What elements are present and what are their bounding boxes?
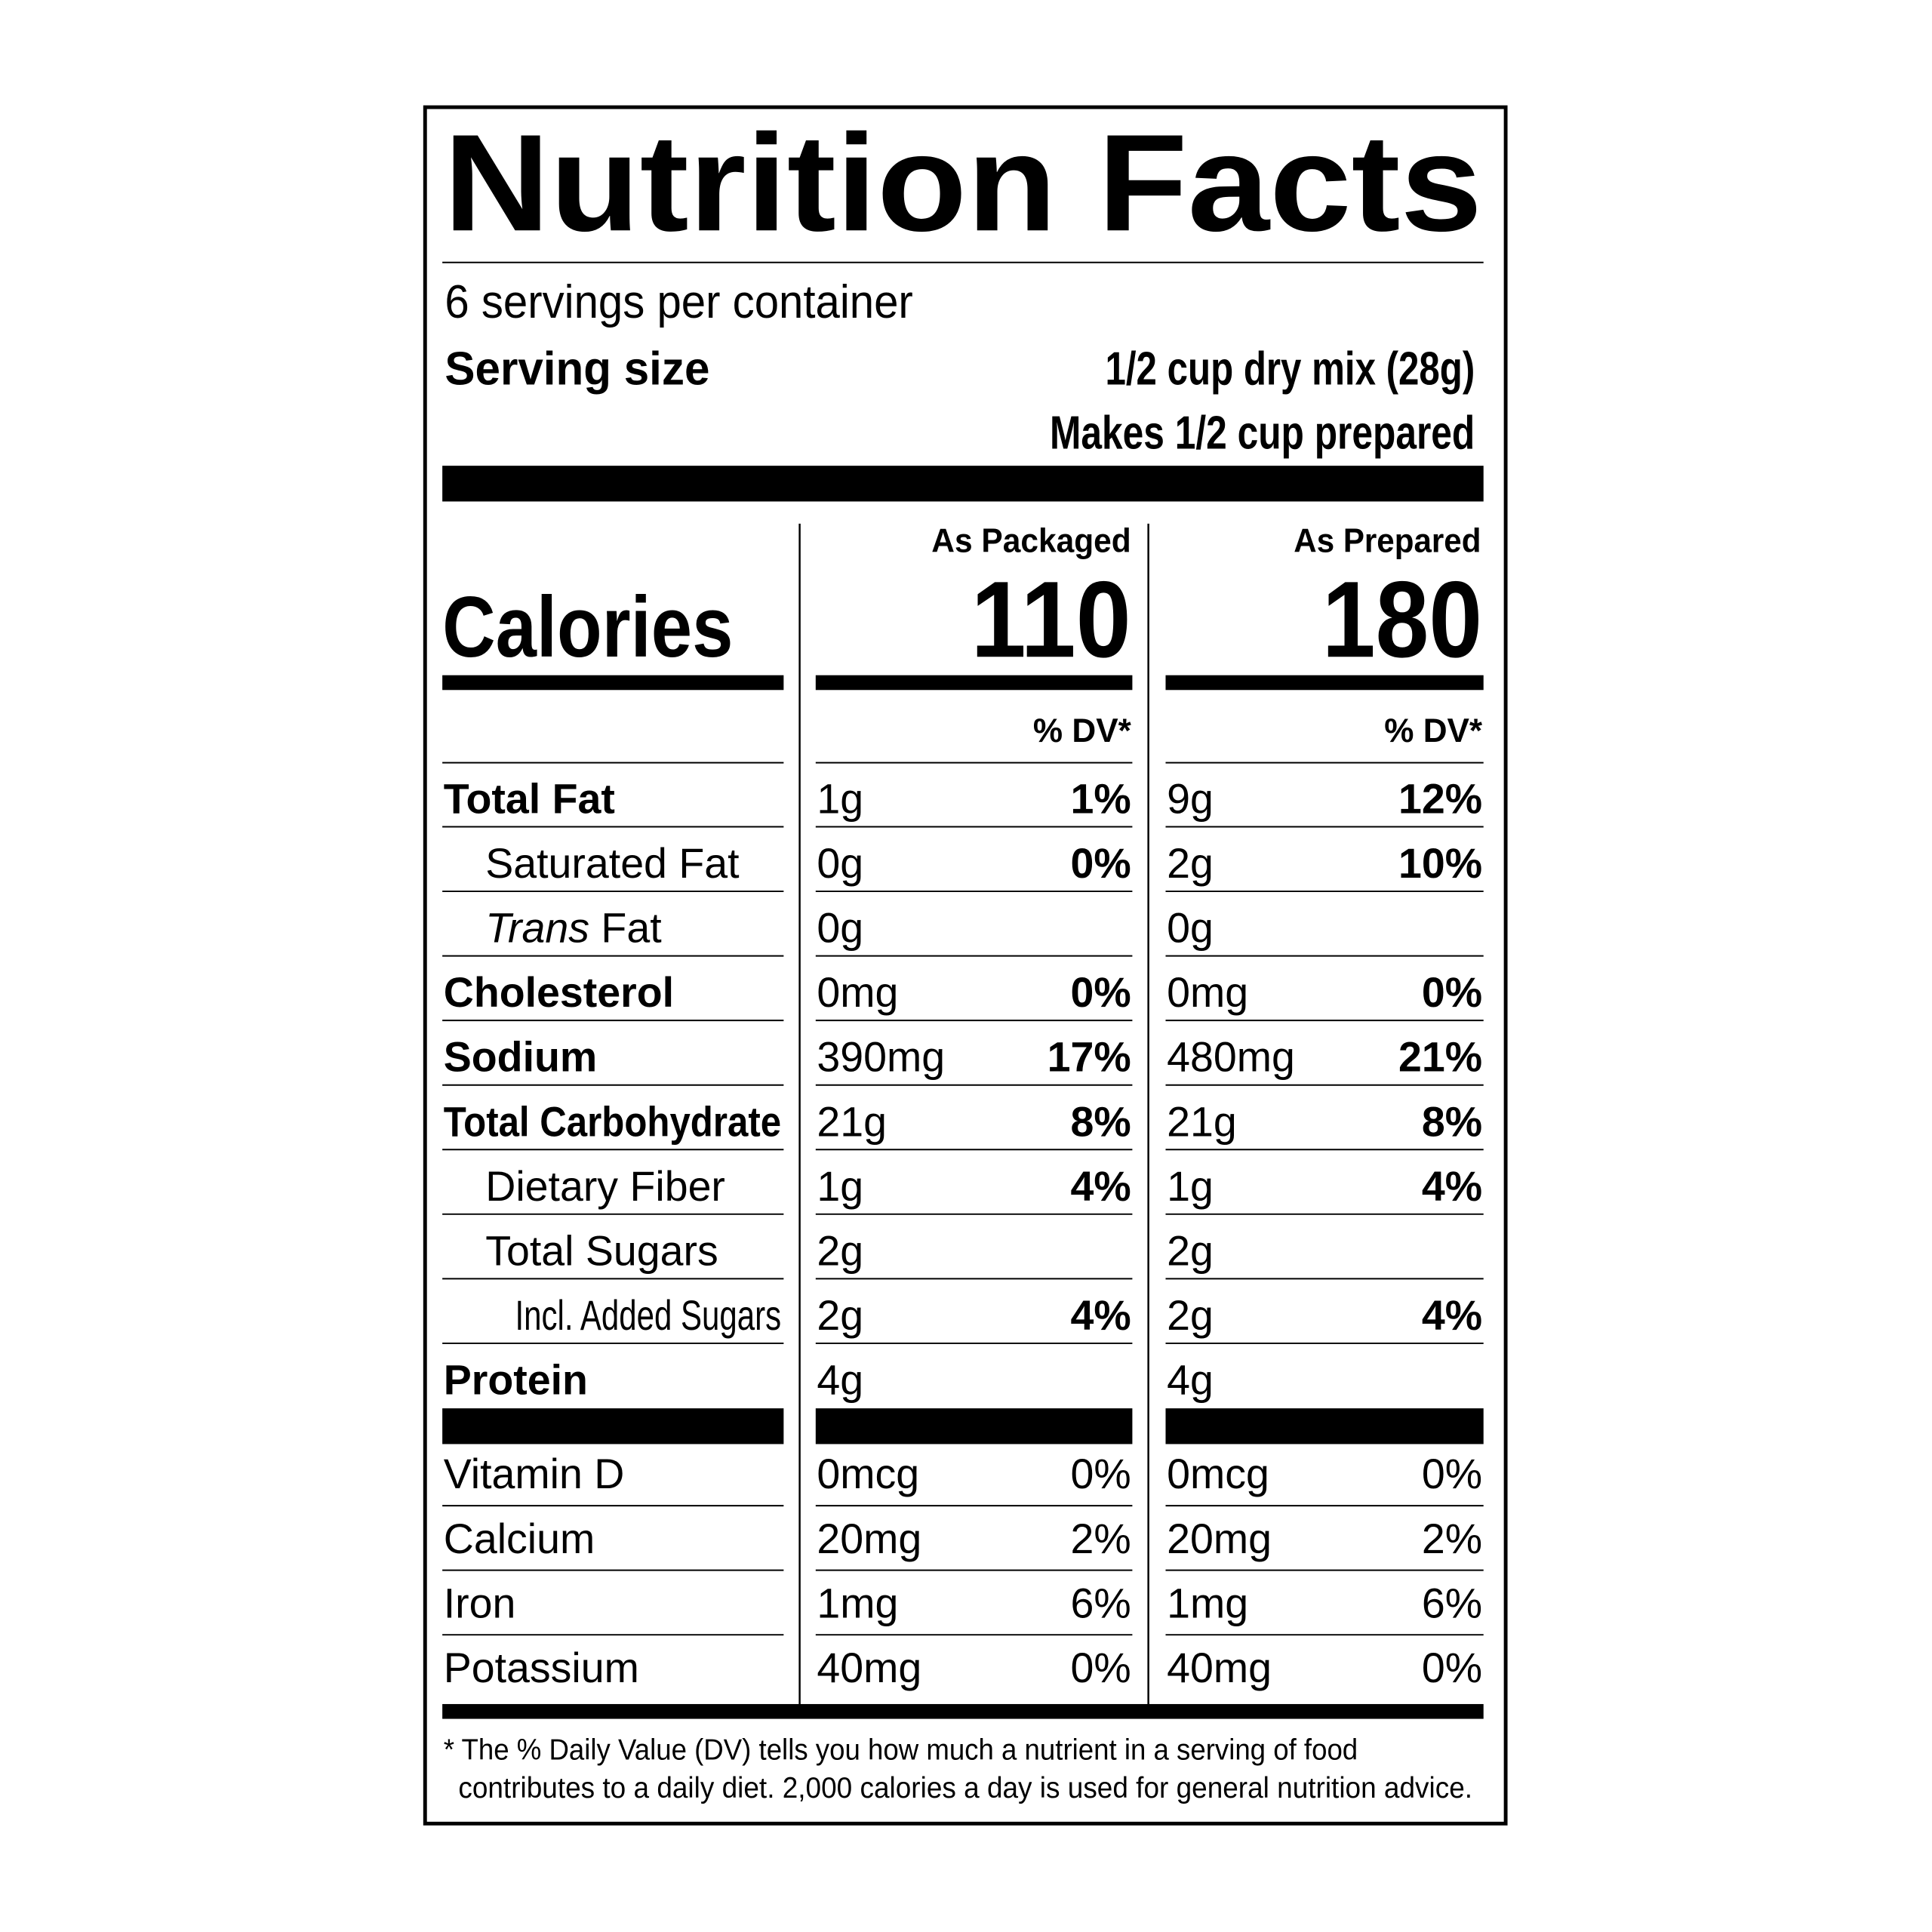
servings: 6 servings per container (445, 276, 912, 328)
vitamin-name: Potassium (444, 1644, 639, 1691)
amount: 0mcg (817, 1451, 919, 1497)
thick-bar (442, 466, 1484, 502)
amount: 480mg (1167, 1034, 1295, 1081)
nutrient-name: Saturated Fat (485, 840, 740, 887)
nutrient-name: Total Sugars (485, 1227, 718, 1274)
nutrient-name: Total Fat (444, 776, 615, 823)
dv-header: % DV* (1033, 712, 1132, 749)
amount: 1mg (817, 1580, 898, 1626)
bar (442, 1703, 1484, 1719)
daily-value: 0% (1422, 1451, 1482, 1497)
amount: 1mg (1167, 1580, 1248, 1626)
amount: 0g (817, 840, 863, 887)
prepared-size: Makes 1/2 cup prepared (1050, 407, 1475, 459)
amount: 390mg (817, 1034, 945, 1081)
column-header: As Packaged (931, 522, 1131, 559)
amount: 2g (817, 1292, 863, 1339)
daily-value: 2% (1422, 1515, 1482, 1562)
amount: 1g (1167, 1163, 1214, 1210)
nutrient-name: Trans Fat (485, 905, 662, 952)
vitamin-name: Calcium (444, 1515, 595, 1562)
nutrient-name: Sodium (444, 1034, 597, 1081)
daily-value: 6% (1071, 1580, 1131, 1626)
serving-size-label: Serving size (445, 343, 709, 395)
amount: 4g (1167, 1357, 1214, 1404)
amount: 20mg (1167, 1515, 1272, 1562)
amount: 2g (1167, 1227, 1214, 1274)
daily-value: 8% (1422, 1098, 1482, 1145)
footnote: * The % Daily Value (DV) tells you how m… (444, 1734, 1358, 1766)
daily-value: 4% (1422, 1163, 1482, 1210)
dv-header: % DV* (1384, 712, 1483, 749)
daily-value: 2% (1071, 1515, 1131, 1562)
amount: 0g (1167, 905, 1214, 952)
amount: 2g (817, 1227, 863, 1274)
bar (442, 1408, 784, 1444)
serving-size-value: 1/2 cup dry mix (28g) (1105, 343, 1475, 395)
daily-value: 0% (1071, 969, 1131, 1016)
daily-value: 17% (1048, 1034, 1131, 1081)
daily-value: 8% (1071, 1098, 1131, 1145)
calories-value: 180 (1322, 559, 1482, 680)
daily-value: 0% (1071, 1451, 1131, 1497)
amount: 0mcg (1167, 1451, 1269, 1497)
nutrient-name: Cholesterol (444, 969, 674, 1016)
amount: 0mg (817, 969, 898, 1016)
amount: 40mg (817, 1644, 921, 1691)
footnote: contributes to a daily diet. 2,000 calor… (458, 1772, 1472, 1804)
daily-value: 6% (1422, 1580, 1482, 1626)
daily-value: 12% (1398, 776, 1482, 823)
daily-value: 4% (1071, 1292, 1131, 1339)
calories-value: 110 (971, 559, 1131, 680)
label-border (423, 105, 1508, 1826)
title: Nutrition Facts (444, 105, 1482, 260)
amount: 21g (1167, 1098, 1237, 1145)
daily-value: 0% (1071, 1644, 1131, 1691)
amount: 9g (1167, 776, 1214, 823)
amount: 1g (817, 1163, 863, 1210)
nutrient-name: Total Carbohydrate (444, 1098, 781, 1145)
amount: 1g (817, 776, 863, 823)
amount: 2g (1167, 1292, 1214, 1339)
daily-value: 0% (1071, 840, 1131, 887)
daily-value: 1% (1071, 776, 1131, 823)
calories-label: Calories (442, 580, 733, 675)
column-header: As Prepared (1294, 522, 1481, 559)
daily-value: 4% (1071, 1163, 1131, 1210)
bar (1165, 675, 1484, 691)
daily-value: 4% (1422, 1292, 1482, 1339)
daily-value: 21% (1398, 1034, 1482, 1081)
daily-value: 0% (1422, 1644, 1482, 1691)
vitamin-name: Iron (444, 1580, 516, 1626)
bar (1165, 1408, 1484, 1444)
vitamin-name: Vitamin D (444, 1451, 625, 1497)
bar (815, 1408, 1133, 1444)
daily-value: 10% (1398, 840, 1482, 887)
amount: 2g (1167, 840, 1214, 887)
amount: 0g (817, 905, 863, 952)
amount: 4g (817, 1357, 863, 1404)
nutrient-name: Dietary Fiber (485, 1163, 725, 1210)
amount: 20mg (817, 1515, 921, 1562)
nutrient-name: Incl. Added Sugars (515, 1292, 781, 1339)
nutrient-name: Protein (444, 1357, 588, 1404)
daily-value: 0% (1422, 969, 1482, 1016)
bar (442, 675, 784, 691)
amount: 21g (817, 1098, 887, 1145)
amount: 40mg (1167, 1644, 1272, 1691)
amount: 0mg (1167, 969, 1248, 1016)
bar (815, 675, 1133, 691)
